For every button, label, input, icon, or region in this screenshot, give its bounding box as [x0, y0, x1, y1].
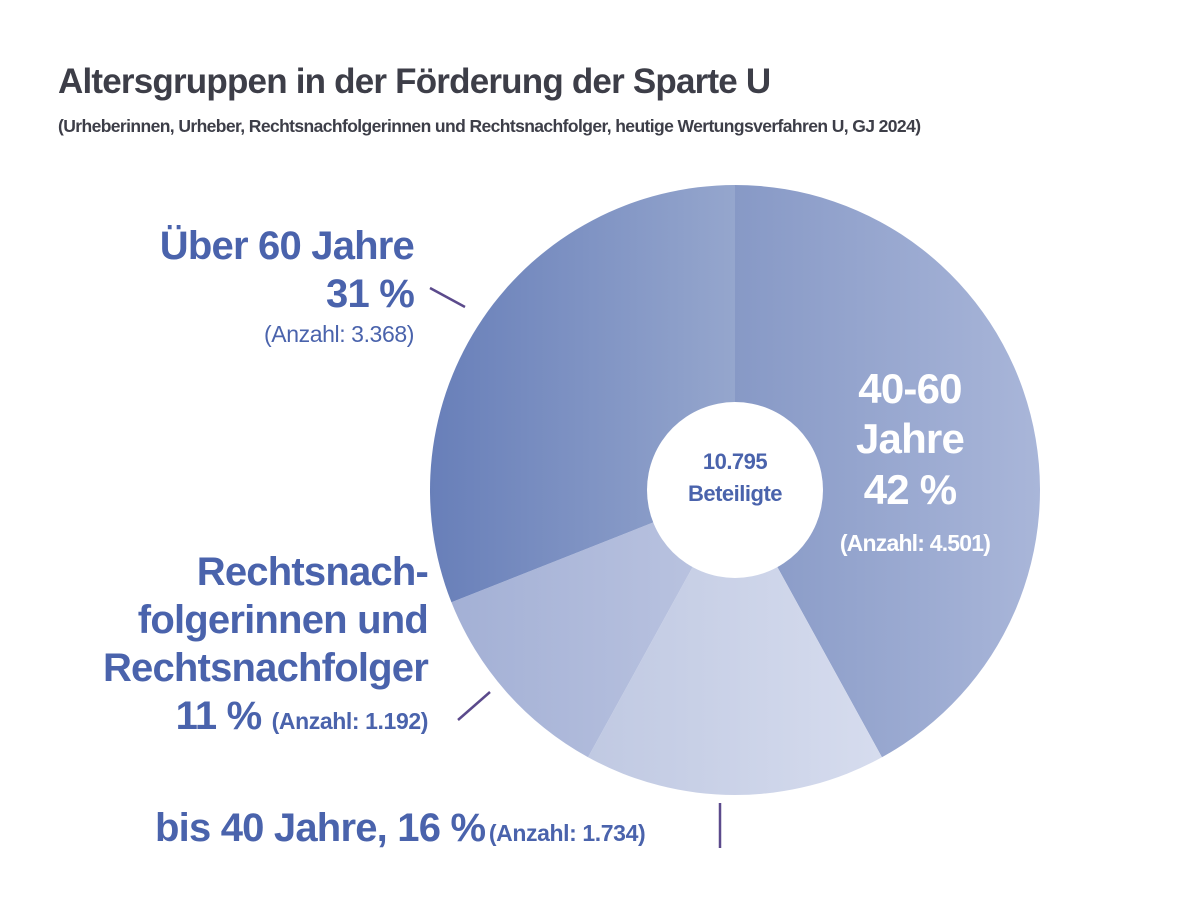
label-rechtsnachfolger: Rechtsnach- folgerinnen und Rechtsnachfo…: [102, 548, 429, 745]
label-40-60: 40-60 Jahre 42 %: [815, 364, 1005, 516]
label-bis-40-name: bis 40 Jahre, 16 %: [155, 806, 486, 850]
center-label: 10.795 Beteiligte: [655, 446, 815, 510]
label-bis-40-count: (Anzahl: 1.734): [488, 820, 646, 846]
label-40-60-count: (Anzahl: 4.501): [839, 530, 991, 556]
leader-line-rechtsnachfolger: [457, 691, 491, 721]
label-40-60-percent: 42 %: [863, 466, 957, 513]
slice-40-60: [735, 185, 1040, 758]
label-rechtsnachfolger-line2: folgerinnen und: [137, 598, 429, 642]
label-40-60-line1: 40-60: [858, 365, 962, 412]
label-rechtsnachfolger-percent: 11 %: [175, 694, 263, 738]
label-rechtsnachfolger-line3: Rechtsnachfolger: [102, 646, 429, 690]
donut-hole: [647, 402, 823, 578]
label-bis-40: bis 40 Jahre, 16 % (Anzahl: 1.734): [155, 804, 646, 852]
label-ueber-60-count: (Anzahl: 3.368): [264, 321, 414, 347]
label-rechtsnachfolger-count: (Anzahl: 1.192): [271, 708, 429, 734]
label-rechtsnachfolger-line1: Rechtsnach-: [196, 550, 429, 594]
slice-rechtsnachfolger: [451, 490, 735, 758]
center-text: Beteiligte: [687, 481, 783, 506]
slice-bis-40: [588, 490, 882, 795]
chart-title: Altersgruppen in der Förderung der Spart…: [58, 62, 771, 101]
label-ueber-60-name: Über 60 Jahre: [159, 224, 415, 268]
label-ueber-60: Über 60 Jahre 31 % (Anzahl: 3.368): [159, 222, 415, 350]
leader-line-ueber-60: [429, 286, 466, 309]
chart-subtitle: (Urheberinnen, Urheber, Rechtsnachfolger…: [58, 116, 921, 136]
label-40-60-line2: Jahre: [855, 415, 965, 462]
label-ueber-60-percent: 31 %: [326, 272, 415, 316]
center-total: 10.795: [702, 449, 768, 474]
